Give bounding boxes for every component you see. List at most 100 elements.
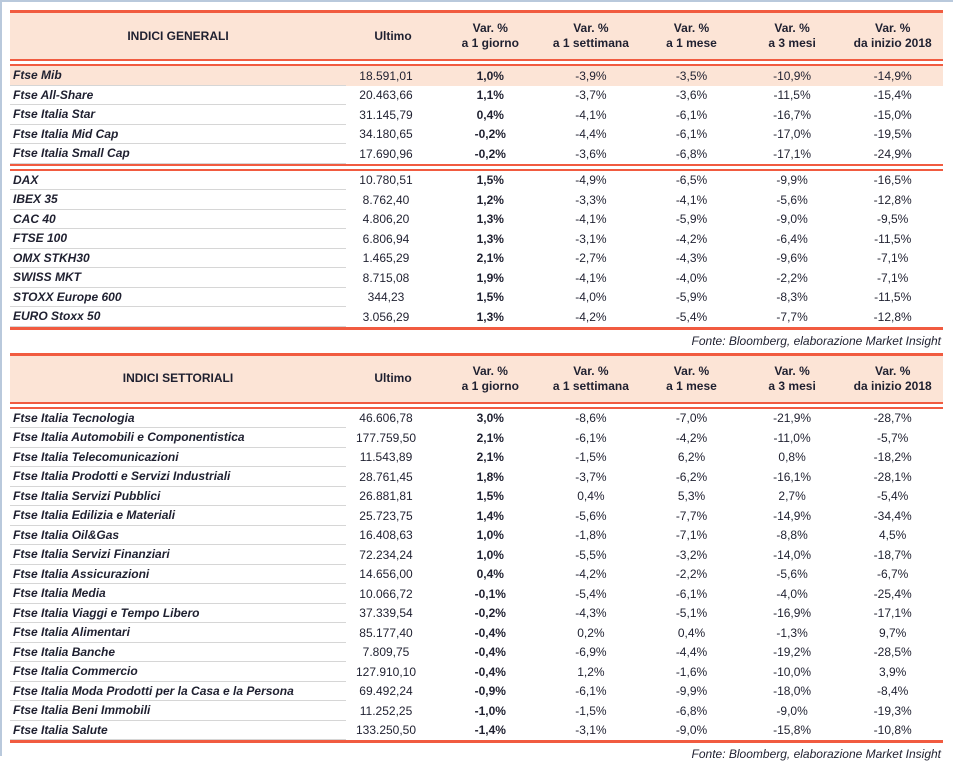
ultimo-value: 127.910,10 bbox=[355, 664, 417, 679]
var-value: 1,5% bbox=[476, 173, 504, 188]
header-separator bbox=[10, 401, 943, 409]
var-value: -6,1% bbox=[575, 684, 607, 699]
var-value: -8,8% bbox=[776, 528, 808, 543]
ultimo-value: 8.715,08 bbox=[362, 270, 410, 285]
var-value: -7,7% bbox=[675, 508, 708, 523]
var-value: 6,2% bbox=[677, 450, 706, 465]
ultimo-value: 31.145,79 bbox=[359, 107, 413, 122]
table-row: Ftse Italia Oil&Gas 16.408,63 1,0% -1,8% -7,… bbox=[10, 526, 943, 545]
var-value: -0,2% bbox=[474, 146, 506, 161]
var-value: -16,1% bbox=[773, 469, 812, 484]
var-value: -11,0% bbox=[773, 430, 811, 445]
var-value: -3,7% bbox=[575, 88, 607, 103]
var-value: -5,4% bbox=[877, 489, 909, 504]
table-row: Ftse Mib 18.591,01 1,0% -3,9% -3,5% -10,9% -14… bbox=[10, 66, 943, 86]
var-value: -5,6% bbox=[575, 508, 607, 523]
col-header-var-1month: Var. % a 1 mese bbox=[641, 356, 742, 402]
index-name: Ftse Italia Salute bbox=[10, 721, 346, 740]
var-value: -8,6% bbox=[575, 411, 607, 426]
index-name: Ftse Italia Mid Cap bbox=[10, 125, 346, 144]
var-value: -15,0% bbox=[873, 107, 912, 122]
var-value: -3,6% bbox=[675, 88, 708, 103]
ultimo-value: 4.806,20 bbox=[362, 212, 410, 227]
ultimo-value: 16.408,63 bbox=[359, 528, 413, 543]
var-value: -0,4% bbox=[474, 664, 506, 679]
var-value: 3,9% bbox=[879, 664, 907, 679]
index-name: Ftse Italia Oil&Gas bbox=[10, 526, 346, 545]
index-name: Ftse Italia Alimentari bbox=[10, 623, 346, 643]
var-value: -0,1% bbox=[474, 586, 506, 601]
var-value: -4,1% bbox=[575, 107, 607, 122]
var-value: -4,2% bbox=[575, 309, 607, 324]
var-value: -7,1% bbox=[877, 270, 909, 285]
var-value: -18,2% bbox=[873, 450, 912, 465]
col-header-line1: Var. % bbox=[774, 21, 810, 35]
table-row: STOXX Europe 600 344,23 1,5% -4,0% -5,9% -8,3… bbox=[10, 288, 943, 307]
var-value: 3,0% bbox=[476, 411, 504, 426]
source-note: Fonte: Bloomberg, elaborazione Market In… bbox=[691, 333, 941, 348]
table-row: SWISS MKT 8.715,08 1,9% -4,1% -4,0% -2,2% -7,1… bbox=[10, 268, 943, 288]
var-value: -4,1% bbox=[575, 270, 607, 285]
index-name: Ftse Italia Servizi Finanziari bbox=[10, 545, 346, 565]
var-value: -1,4% bbox=[474, 723, 506, 738]
ultimo-value: 3.056,29 bbox=[362, 309, 410, 324]
col-header-line1: Var. % bbox=[673, 21, 710, 35]
var-value: -0,2% bbox=[474, 127, 506, 142]
table-row: Ftse Italia Alimentari 85.177,40 -0,4% 0,2%… bbox=[10, 623, 943, 643]
var-value: -0,2% bbox=[474, 606, 506, 621]
general-indices-table: INDICI GENERALI Ultimo Var. % a 1 giorno… bbox=[10, 10, 943, 330]
col-header-line2: a 1 mese bbox=[666, 378, 717, 393]
var-value: -9,6% bbox=[776, 251, 808, 266]
sector-indices-table: INDICI SETTORIALI Ultimo Var. % a 1 gior… bbox=[10, 352, 943, 743]
var-value: -28,5% bbox=[873, 645, 912, 660]
var-value: -4,3% bbox=[675, 251, 708, 266]
index-name: Ftse Italia Media bbox=[10, 584, 346, 604]
var-value: -14,9% bbox=[873, 68, 912, 83]
index-name: CAC 40 bbox=[10, 210, 346, 229]
var-value: -28,7% bbox=[873, 411, 912, 426]
col-header-line2: a 3 mesi bbox=[768, 36, 816, 50]
table-row: CAC 40 4.806,20 1,3% -4,1% -5,9% -9,0% -9,5% bbox=[10, 210, 943, 229]
var-value: -9,5% bbox=[877, 212, 909, 227]
var-value: -7,0% bbox=[675, 411, 708, 426]
col-header-line2: a 1 settimana bbox=[552, 378, 629, 393]
table-row: Ftse Italia Automobili e Componentistica… bbox=[10, 428, 943, 448]
var-value: -6,7% bbox=[877, 567, 909, 582]
var-value: -7,1% bbox=[877, 251, 909, 266]
index-name: Ftse Italia Edilizia e Materiali bbox=[10, 506, 346, 526]
ultimo-value: 26.881,81 bbox=[359, 489, 413, 504]
var-value: -6,4% bbox=[776, 231, 808, 246]
var-value: 1,3% bbox=[476, 309, 504, 324]
index-name: SWISS MKT bbox=[10, 268, 346, 288]
var-value: -19,3% bbox=[873, 703, 912, 718]
var-value: -28,1% bbox=[873, 469, 912, 484]
col-header-line1: Var. % bbox=[774, 363, 810, 378]
var-value: 1,0% bbox=[476, 547, 504, 562]
index-name: Ftse Italia Moda Prodotti per la Casa e … bbox=[10, 682, 346, 701]
col-header-var-1week: Var. % a 1 settimana bbox=[541, 13, 642, 59]
table-row: Ftse Italia Media 10.066,72 -0,1% -5,4% -6,1… bbox=[10, 584, 943, 604]
col-header-line1: Var. % bbox=[673, 363, 710, 378]
index-name: DAX bbox=[10, 171, 346, 190]
var-value: -24,9% bbox=[873, 146, 912, 161]
var-value: 0,2% bbox=[577, 625, 605, 640]
var-value: -4,3% bbox=[575, 606, 607, 621]
col-header-line1: Var. % bbox=[875, 363, 911, 378]
table-row: EURO Stoxx 50 3.056,29 1,3% -4,2% -5,4% -7,7%… bbox=[10, 307, 943, 327]
header-separator bbox=[10, 59, 943, 66]
ultimo-value: 6.806,94 bbox=[362, 231, 410, 246]
table-row: IBEX 35 8.762,40 1,2% -3,3% -4,1% -5,6% -12,8% bbox=[10, 190, 943, 210]
table-row: Ftse Italia Commercio 127.910,10 -0,4% 1,2%… bbox=[10, 662, 943, 682]
var-value: -9,9% bbox=[776, 173, 808, 188]
ultimo-value: 46.606,78 bbox=[359, 411, 413, 426]
var-value: -3,1% bbox=[575, 231, 607, 246]
ultimo-value: 10.066,72 bbox=[359, 586, 413, 601]
ultimo-value: 18.591,01 bbox=[359, 68, 413, 83]
var-value: -8,3% bbox=[776, 290, 808, 305]
var-value: -17,1% bbox=[873, 606, 912, 621]
var-value: -14,9% bbox=[773, 508, 812, 523]
table-row: Ftse Italia Tecnologia 46.606,78 3,0% -8,6%… bbox=[10, 409, 943, 428]
var-value: -16,7% bbox=[773, 107, 812, 122]
index-name: Ftse Italia Prodotti e Servizi Industria… bbox=[10, 467, 346, 487]
